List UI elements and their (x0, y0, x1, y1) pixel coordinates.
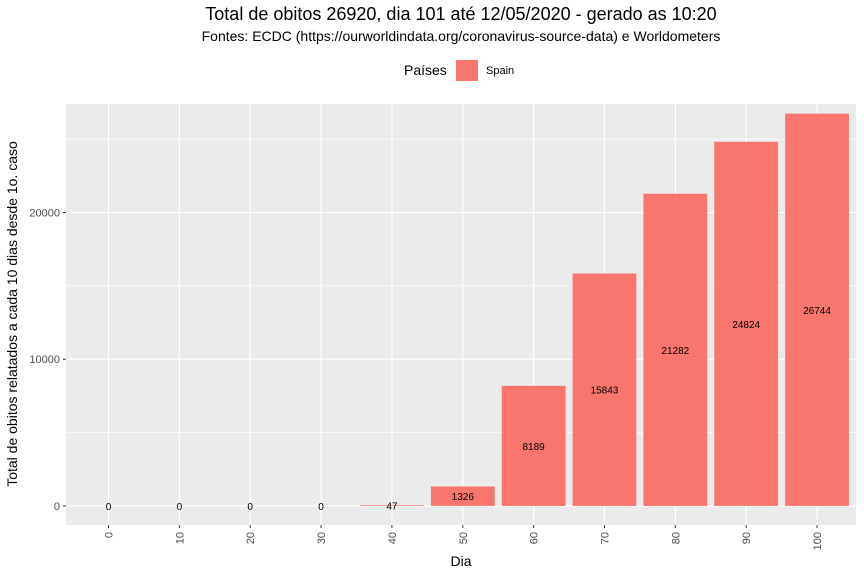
y-axis-title: Total de obitos relatados a cada 10 dias… (4, 141, 20, 487)
x-tick-label: 10 (174, 532, 186, 544)
x-axis-title: Dia (450, 553, 471, 569)
data-label: 0 (106, 502, 112, 513)
bar (430, 486, 495, 506)
chart-title: Total de obitos 26920, dia 101 até 12/05… (205, 4, 716, 24)
legend-title: Países (404, 62, 447, 78)
data-label: 24824 (732, 320, 760, 331)
bar (360, 505, 424, 506)
data-label: 26744 (803, 306, 831, 317)
y-axis: 0 10000 20000 (29, 208, 66, 513)
x-tick-label: 90 (741, 532, 753, 544)
data-label: 0 (247, 502, 253, 513)
x-tick-label: 100 (812, 532, 824, 550)
x-tick-label: 60 (529, 532, 541, 544)
data-label: 8189 (522, 442, 545, 453)
bars (360, 113, 849, 506)
data-label: 21282 (661, 346, 689, 357)
data-label: 47 (386, 502, 398, 513)
data-label: 0 (318, 502, 324, 513)
bar (501, 385, 566, 506)
x-tick-label: 40 (387, 532, 399, 544)
data-label: 15843 (591, 386, 619, 397)
x-tick-label: 30 (316, 532, 328, 544)
bar (785, 113, 849, 506)
data-label: 0 (177, 502, 183, 513)
x-tick-label: 70 (599, 532, 611, 544)
x-tick-label: 80 (670, 532, 682, 544)
legend-label-spain: Spain (486, 65, 514, 77)
y-tick-label: 10000 (29, 354, 60, 366)
x-tick-label: 20 (245, 532, 257, 544)
legend: Países Spain (404, 60, 514, 81)
x-axis: 0 10 20 30 40 50 60 70 80 90 100 (104, 525, 824, 550)
x-tick-label: 0 (104, 532, 116, 538)
y-tick-label: 20000 (29, 208, 60, 220)
x-tick-label: 50 (458, 532, 470, 544)
bar (572, 273, 637, 506)
data-label: 1326 (452, 492, 475, 503)
bar (643, 193, 708, 506)
y-tick-label: 0 (54, 501, 60, 513)
legend-key-spain (456, 60, 478, 81)
data-labels: 0 0 0 0 47 1326 8189 15843 21282 24824 26744 (106, 306, 832, 513)
chart-subtitle: Fontes: ECDC (https://ourworldindata.org… (202, 28, 721, 44)
bar (714, 141, 779, 506)
